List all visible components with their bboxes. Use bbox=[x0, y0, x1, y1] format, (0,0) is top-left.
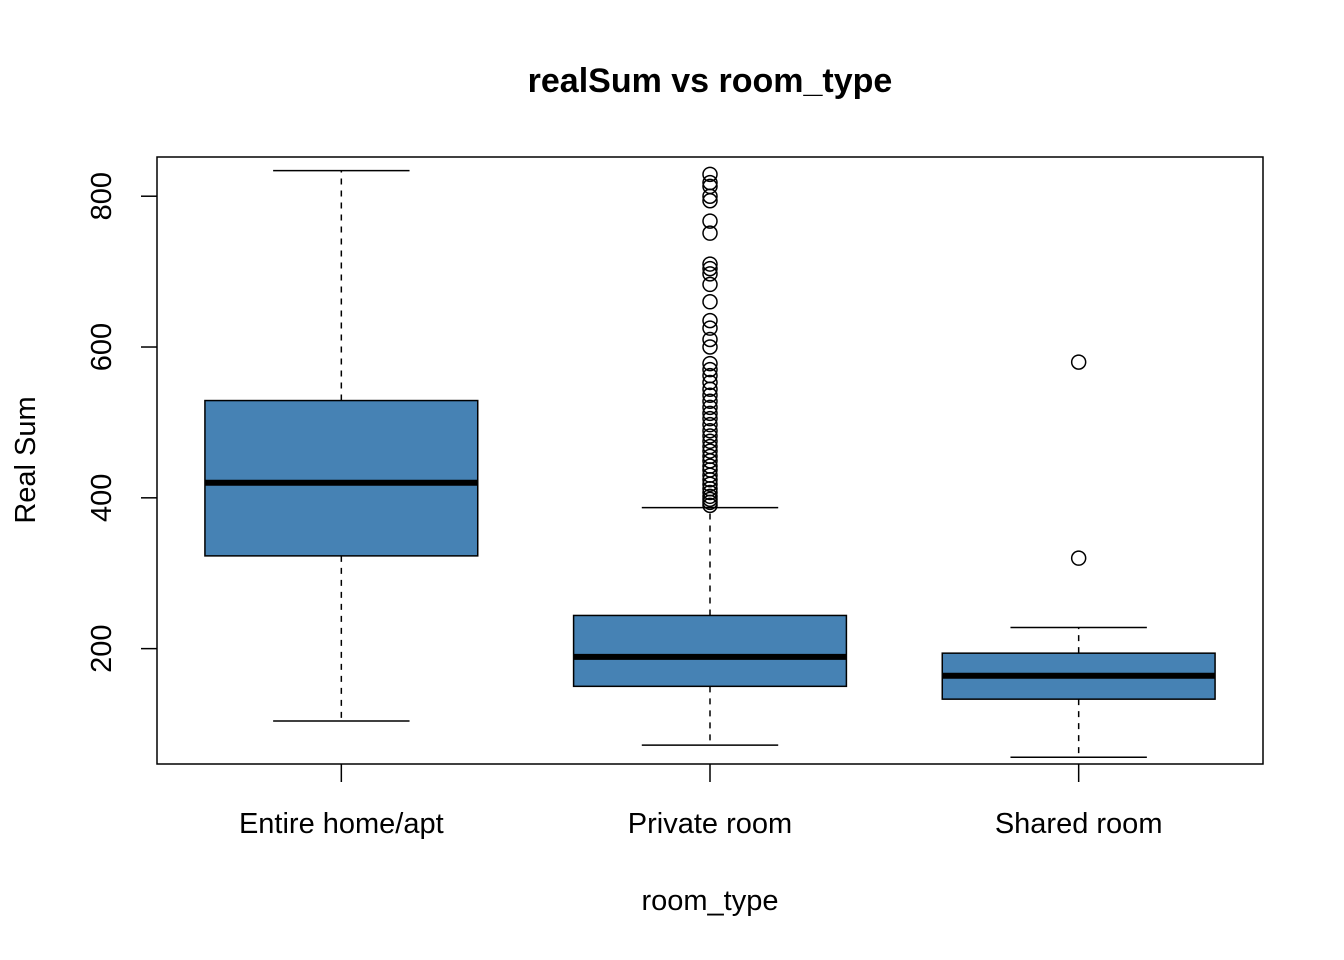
outlier-point bbox=[702, 488, 718, 505]
outlier-point bbox=[702, 422, 718, 439]
outlier-point bbox=[702, 416, 718, 433]
outlier-point bbox=[702, 320, 718, 336]
box-group-2 bbox=[941, 354, 1216, 758]
outlier-point bbox=[702, 433, 718, 450]
x-axis-label: room_type bbox=[641, 885, 778, 917]
y-axis-label: Real Sum bbox=[10, 396, 42, 523]
outlier-point bbox=[702, 448, 718, 465]
outlier-point bbox=[702, 266, 718, 282]
outlier-point bbox=[702, 367, 718, 384]
x-tick-label: Shared room bbox=[995, 808, 1163, 840]
outlier-point bbox=[702, 355, 718, 372]
outlier-point bbox=[1070, 354, 1087, 370]
outlier-point bbox=[702, 458, 718, 474]
outlier-point bbox=[702, 225, 718, 241]
outlier-point bbox=[702, 428, 718, 444]
box-iqr bbox=[204, 399, 479, 557]
outlier-point bbox=[702, 484, 718, 501]
outlier-point bbox=[702, 178, 718, 195]
outlier-point bbox=[702, 410, 718, 427]
outlier-point bbox=[702, 374, 718, 391]
box-group-0 bbox=[204, 169, 479, 722]
y-tick-label: 400 bbox=[86, 474, 118, 522]
y-tick-label: 600 bbox=[86, 323, 118, 371]
outlier-point bbox=[702, 166, 718, 183]
outlier-point bbox=[702, 331, 718, 348]
outlier-point bbox=[702, 438, 718, 455]
outlier-point bbox=[702, 213, 718, 229]
outlier-point bbox=[702, 260, 718, 277]
outlier-point bbox=[702, 276, 718, 293]
box-iqr bbox=[572, 614, 848, 688]
outlier-point bbox=[702, 174, 718, 191]
y-tick-label: 200 bbox=[86, 624, 118, 672]
plot-marks bbox=[204, 166, 1216, 758]
outlier-point bbox=[702, 387, 718, 404]
x-tick-label: Private room bbox=[628, 808, 792, 840]
outlier-point bbox=[1070, 550, 1087, 566]
outlier-point bbox=[702, 256, 718, 272]
outlier-point bbox=[702, 294, 718, 310]
outlier-point bbox=[702, 443, 718, 459]
outlier-point bbox=[702, 312, 718, 329]
box-group-1 bbox=[572, 166, 848, 746]
chart-title: realSum vs room_type bbox=[528, 62, 893, 100]
outlier-point bbox=[702, 339, 718, 355]
y-axis: 200 400 600 800 bbox=[86, 172, 157, 673]
outlier-point bbox=[702, 405, 718, 422]
y-tick-label: 800 bbox=[86, 172, 118, 220]
x-axis: Entire home/apt Private room Shared room bbox=[239, 764, 1163, 840]
outlier-point bbox=[702, 399, 718, 416]
x-tick-label: Entire home/apt bbox=[239, 808, 444, 840]
outlier-point bbox=[702, 361, 718, 378]
outlier-point bbox=[702, 393, 718, 410]
